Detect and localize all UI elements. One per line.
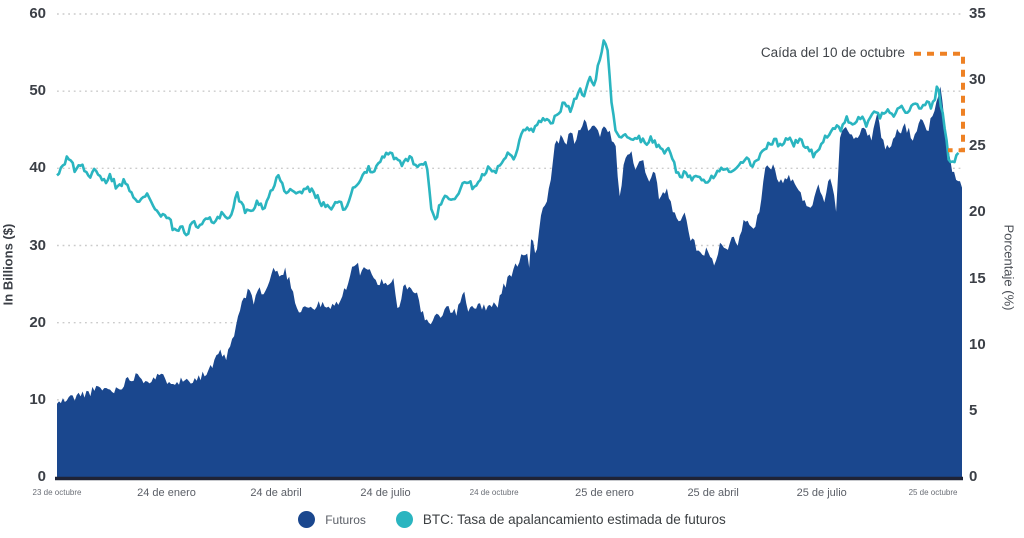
left-axis-tick: 20	[29, 313, 46, 331]
annotation-bracket	[914, 51, 965, 153]
x-axis-tick: 24 de abril	[250, 487, 302, 499]
right-axis-tick: 15	[969, 269, 986, 287]
x-axis-tick: 24 de enero	[137, 487, 196, 499]
btc-leverage-legend-swatch	[395, 511, 413, 528]
futures-legend-swatch	[298, 511, 316, 528]
right-axis-title: Porcentaje (%)	[1001, 224, 1017, 311]
left-axis-tick: 30	[29, 236, 46, 254]
left-axis-tick: 50	[29, 82, 46, 100]
x-axis-tick: 24 de julio	[360, 487, 411, 499]
right-axis-tick: 5	[969, 401, 978, 419]
x-axis-tick: 23 de octubre	[32, 488, 82, 497]
right-axis-tick: 30	[969, 71, 986, 89]
x-axis-tick: 24 de octubre	[469, 488, 519, 497]
left-axis-tick: 0	[37, 468, 46, 485]
right-axis-tick: 0	[969, 468, 978, 485]
left-axis-tick: 60	[29, 5, 46, 22]
legend-item-futuros: Futuros	[298, 511, 366, 528]
left-axis-tick: 10	[29, 390, 46, 408]
x-axis-tick: 25 de julio	[796, 487, 847, 499]
right-axis-tick: 20	[969, 203, 986, 221]
left-axis-tick: 40	[29, 159, 46, 177]
x-axis-tick: 25 de octubre	[908, 488, 958, 497]
left-axis-title: In Billions ($)	[0, 223, 16, 306]
legend: Futuros BTC: Tasa de apalancamiento esti…	[0, 511, 1024, 528]
right-axis-tick: 25	[969, 137, 986, 155]
right-axis-tick: 35	[969, 5, 986, 22]
annotation-label: Caída del 10 de octubre	[760, 45, 905, 60]
futures-area	[57, 86, 962, 477]
btc-leverage-line	[56, 39, 960, 237]
legend-item-btc-leverage: BTC: Tasa de apalancamiento estimada de …	[395, 511, 726, 528]
right-axis-tick: 10	[969, 335, 986, 353]
futures-legend-label: Futuros	[325, 512, 366, 527]
btc-leverage-legend-label: BTC: Tasa de apalancamiento estimada de …	[422, 512, 726, 527]
x-axis-tick: 25 de enero	[575, 487, 634, 499]
x-axis-tick: 25 de abril	[687, 487, 739, 499]
